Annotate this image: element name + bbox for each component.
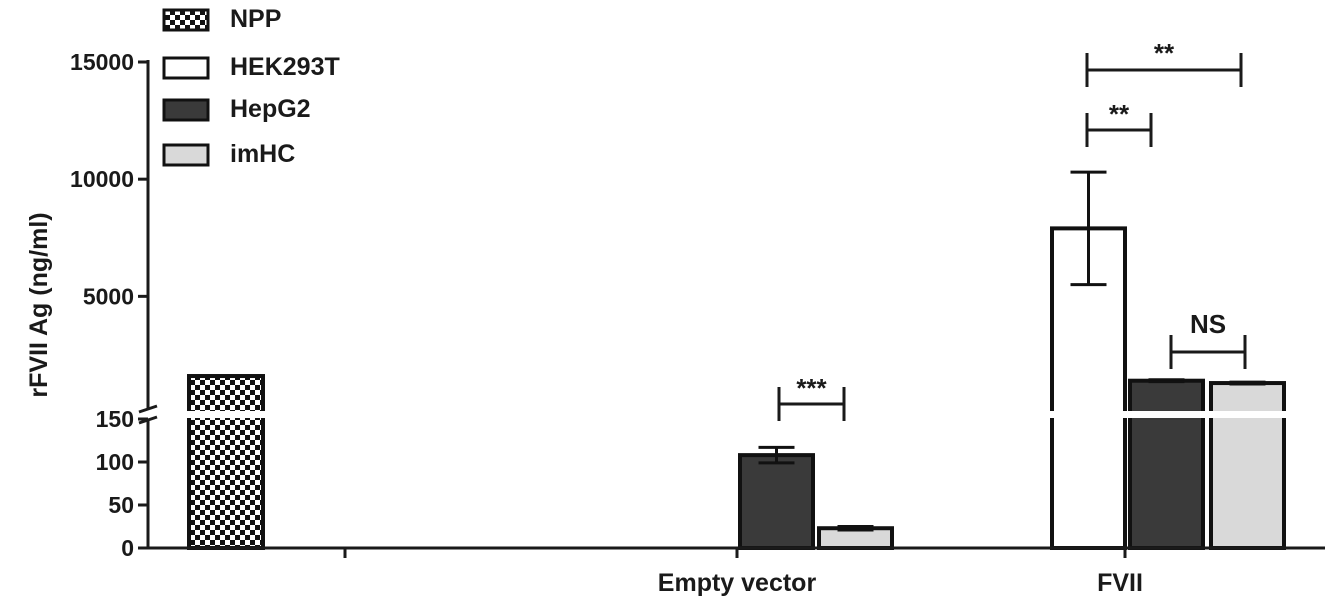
y-axis-label: rFVII Ag (ng/ml) [25, 212, 53, 397]
y-tick-label: 5000 [83, 283, 134, 309]
significance-label: *** [796, 373, 827, 403]
significance-label: ** [1109, 99, 1130, 129]
legend-swatch-imhc [162, 143, 210, 167]
y-tick-label: 100 [96, 449, 134, 475]
y-tick-label: 10000 [70, 166, 134, 192]
x-tick-label-empty-vector: Empty vector [658, 569, 817, 597]
bar-npp-npp [187, 374, 265, 550]
y-axis-break-mark [138, 404, 158, 414]
bar-imhc-fvii [1209, 381, 1286, 550]
axis-break-gap [136, 411, 1325, 418]
legend-label-imhc: imHC [230, 140, 295, 168]
legend-swatch-npp [162, 8, 210, 32]
legend-label-hepg2: HepG2 [230, 95, 311, 123]
y-tick-label: 50 [108, 492, 134, 518]
plot-area: 0 50 100 150 5000 10000 15000 Empty vector FVII *… [70, 5, 1325, 597]
bar-hepg2-empty-vector [738, 453, 815, 550]
legend-swatch-hepg2 [162, 98, 210, 122]
legend-swatch-hek293t [162, 56, 210, 80]
bar-hepg2-fvii [1128, 378, 1205, 550]
x-tick-label-fvii: FVII [1097, 569, 1143, 597]
significance-label: NS [1190, 309, 1226, 339]
legend-label-hek293t: HEK293T [230, 53, 340, 81]
significance-label: ** [1154, 38, 1175, 68]
y-tick-label: 150 [96, 406, 134, 432]
y-tick-label: 0 [121, 535, 134, 561]
legend-label-npp: NPP [230, 5, 281, 33]
y-tick-label: 15000 [70, 49, 134, 75]
